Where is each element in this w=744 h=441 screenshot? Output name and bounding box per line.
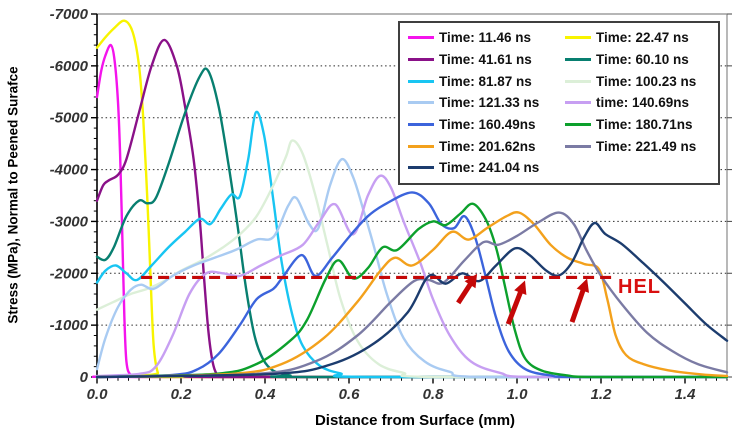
legend-swatch bbox=[565, 101, 591, 105]
legend-swatch bbox=[565, 123, 591, 127]
hel-arrow-shaft bbox=[569, 288, 586, 323]
legend-swatch bbox=[408, 144, 434, 148]
curve-6 bbox=[95, 157, 729, 379]
y-tick-label: 0 bbox=[80, 369, 89, 386]
legend-swatch bbox=[408, 166, 434, 170]
legend-item-7: time: 140.69ns bbox=[565, 95, 716, 110]
legend-swatch bbox=[408, 36, 434, 40]
legend-item-8: Time: 160.49ns bbox=[408, 117, 565, 132]
legend-item-0: Time: 11.46 ns bbox=[408, 30, 565, 45]
legend-item-11: Time: 221.49 ns bbox=[565, 139, 716, 154]
hel-arrow-shaft bbox=[456, 281, 474, 305]
y-tick-label: -3000 bbox=[50, 213, 89, 230]
hel-annotation-label: HEL bbox=[618, 276, 661, 298]
x-tick-label: 1.2 bbox=[591, 386, 613, 403]
legend-label: Time: 160.49ns bbox=[439, 117, 536, 133]
x-tick-label: 1.4 bbox=[675, 386, 697, 403]
legend-item-9: Time: 180.71ns bbox=[565, 117, 716, 132]
legend-swatch bbox=[565, 144, 591, 148]
legend-item-4: Time: 81.87 ns bbox=[408, 74, 565, 89]
legend-label: Time: 180.71ns bbox=[596, 117, 693, 133]
legend-item-10: Time: 201.62ns bbox=[408, 139, 565, 154]
legend-label: Time: 221.49 ns bbox=[596, 138, 697, 154]
legend-label: Time: 41.61 ns bbox=[439, 52, 532, 68]
y-tick-label: -4000 bbox=[50, 162, 89, 179]
x-tick-label: 1.0 bbox=[507, 386, 529, 403]
legend-swatch bbox=[565, 58, 591, 62]
hel-arrow-shaft bbox=[505, 289, 524, 326]
legend-swatch bbox=[565, 79, 591, 83]
legend-label: Time: 60.10 ns bbox=[596, 52, 689, 68]
legend-swatch bbox=[408, 79, 434, 83]
curve-11 bbox=[95, 211, 729, 379]
y-tick-label: -1000 bbox=[50, 317, 89, 334]
legend-label: Time: 81.87 ns bbox=[439, 73, 532, 89]
legend-item-2: Time: 41.61 ns bbox=[408, 52, 565, 67]
legend-swatch bbox=[408, 123, 434, 127]
y-tick-label: -2000 bbox=[50, 265, 89, 282]
curve-7 bbox=[95, 174, 729, 379]
x-tick-label: 0.2 bbox=[171, 386, 193, 403]
curve-9 bbox=[95, 202, 729, 379]
legend: Time: 11.46 ns Time: 22.47 ns Time: 41.61 … bbox=[398, 21, 720, 185]
curve-3 bbox=[95, 67, 729, 379]
hel-arrow-head bbox=[576, 278, 589, 293]
legend-item-12: Time: 241.04 ns bbox=[408, 160, 565, 175]
curve-8 bbox=[95, 191, 729, 379]
legend-swatch bbox=[565, 36, 591, 40]
y-tick-label: -7000 bbox=[50, 6, 89, 23]
y-tick-label: -6000 bbox=[50, 58, 89, 75]
curve-5 bbox=[95, 139, 729, 379]
x-tick-label: 0.0 bbox=[87, 386, 109, 403]
legend-label: Time: 100.23 ns bbox=[596, 73, 697, 89]
y-tick-label: -5000 bbox=[50, 110, 89, 127]
legend-swatch bbox=[408, 58, 434, 62]
legend-item-6: Time: 121.33 ns bbox=[408, 95, 565, 110]
x-tick-label: 0.8 bbox=[423, 386, 445, 403]
legend-label: time: 140.69ns bbox=[596, 95, 690, 111]
legend-label: Time: 241.04 ns bbox=[439, 160, 540, 176]
legend-item-5: Time: 100.23 ns bbox=[565, 74, 716, 89]
legend-swatch bbox=[408, 101, 434, 105]
curve-4 bbox=[95, 110, 729, 379]
legend-item-3: Time: 60.10 ns bbox=[565, 52, 716, 67]
hel-arrow-head bbox=[464, 273, 478, 289]
legend-label: Time: 121.33 ns bbox=[439, 95, 540, 111]
legend-label: Time: 22.47 ns bbox=[596, 30, 689, 46]
curve-10 bbox=[95, 211, 729, 379]
y-axis-title: Stress (MPa), Normal to Peened Surafce bbox=[5, 66, 21, 324]
legend-label: Time: 11.46 ns bbox=[439, 30, 532, 46]
legend-item-1: Time: 22.47 ns bbox=[565, 30, 716, 45]
legend-label: Time: 201.62ns bbox=[439, 138, 536, 154]
x-tick-label: 0.4 bbox=[255, 386, 277, 403]
x-tick-label: 0.6 bbox=[339, 386, 361, 403]
curve-12 bbox=[95, 221, 729, 379]
x-axis-title: Distance from Surface (mm) bbox=[314, 412, 516, 429]
hel-arrow-head bbox=[514, 280, 527, 295]
